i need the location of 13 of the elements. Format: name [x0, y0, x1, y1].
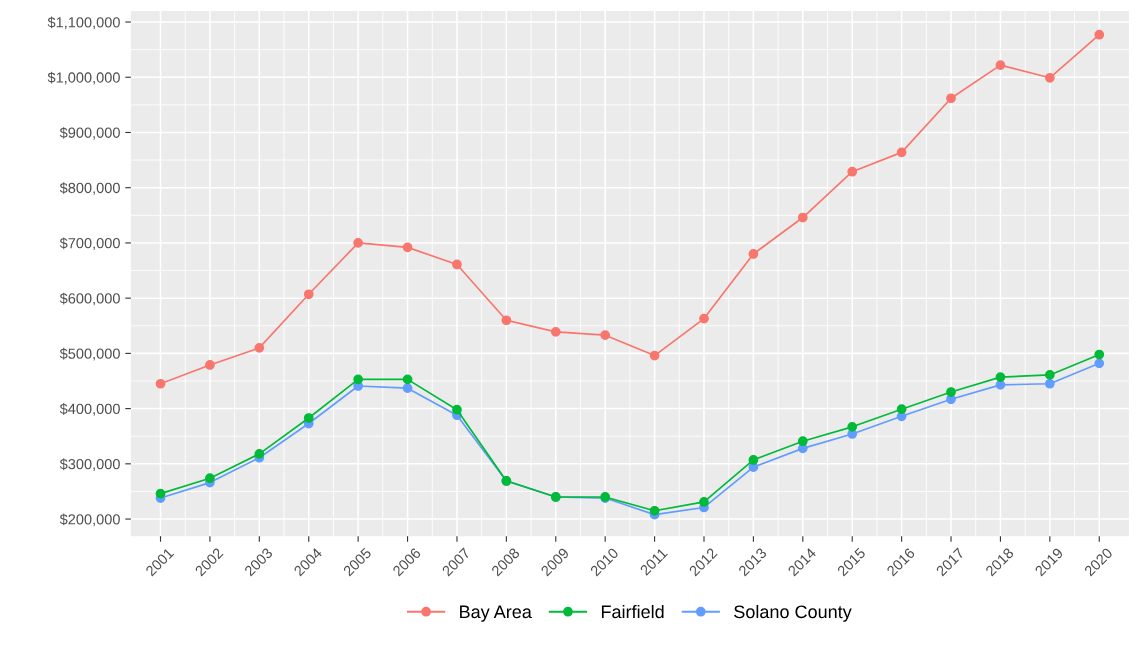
- y-tick-label: $800,000: [59, 182, 120, 195]
- y-tick-label: $500,000: [59, 347, 120, 361]
- legend-label: Bay Area: [460, 605, 532, 622]
- y-tick-label: $1,100,000: [47, 16, 120, 30]
- legend-label: Solano County: [734, 604, 852, 622]
- y-tick-label: $200,000: [59, 513, 120, 527]
- y-tick-label: $700,000: [59, 237, 120, 251]
- legend-label: Fairfield: [601, 604, 664, 619]
- y-tick-label: $900,000: [59, 126, 120, 140]
- y-tick-label: $600,000: [59, 292, 120, 306]
- y-tick-label: $400,000: [59, 403, 120, 416]
- y-tick-label: $300,000: [59, 458, 120, 471]
- y-tick-label: $1,000,000: [47, 71, 120, 85]
